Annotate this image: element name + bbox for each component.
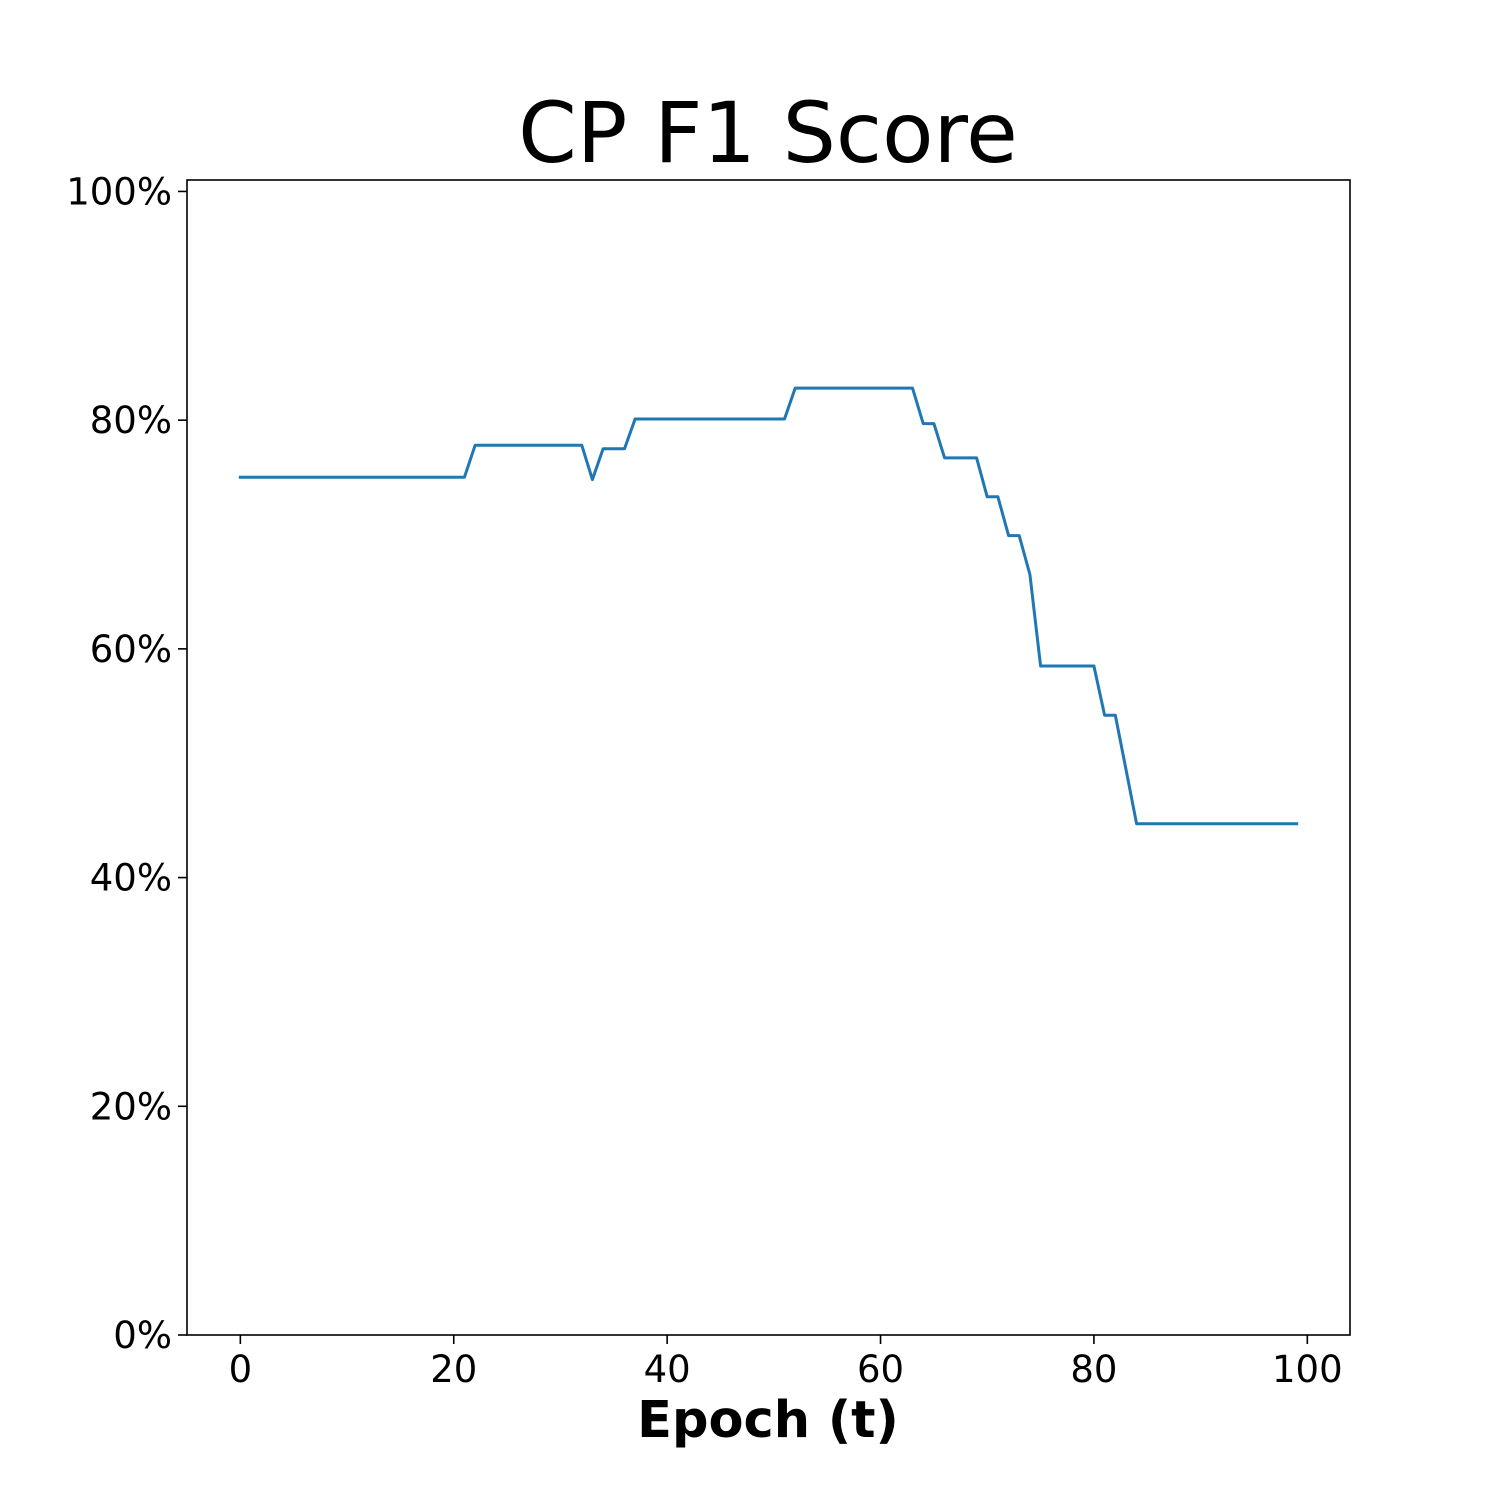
x-tick-label: 40 (644, 1348, 691, 1391)
plot-area (238, 386, 1299, 826)
y-tick-label: 80% (90, 399, 172, 442)
y-tick-label: 40% (90, 857, 172, 900)
y-tick-label: 0% (113, 1314, 172, 1357)
chart-title: CP F1 Score (518, 84, 1018, 182)
series-line (238, 386, 1299, 826)
y-tick-label: 20% (90, 1085, 172, 1128)
y-axis: 0% 20% 40% 60% 80% 100% (66, 170, 187, 1357)
y-tick-label: 60% (90, 628, 172, 671)
plot-frame (186, 179, 1351, 1336)
x-tick-label: 80 (1070, 1348, 1117, 1391)
x-tick-label: 20 (430, 1348, 477, 1391)
x-tick-label: 60 (857, 1348, 904, 1391)
x-tick-label: 100 (1272, 1348, 1343, 1391)
x-axis: 0 20 40 60 80 100 (229, 1335, 1343, 1391)
x-tick-label: 0 (229, 1348, 253, 1391)
x-axis-label: Epoch (t) (637, 1391, 899, 1450)
y-tick-label: 100% (66, 170, 172, 213)
